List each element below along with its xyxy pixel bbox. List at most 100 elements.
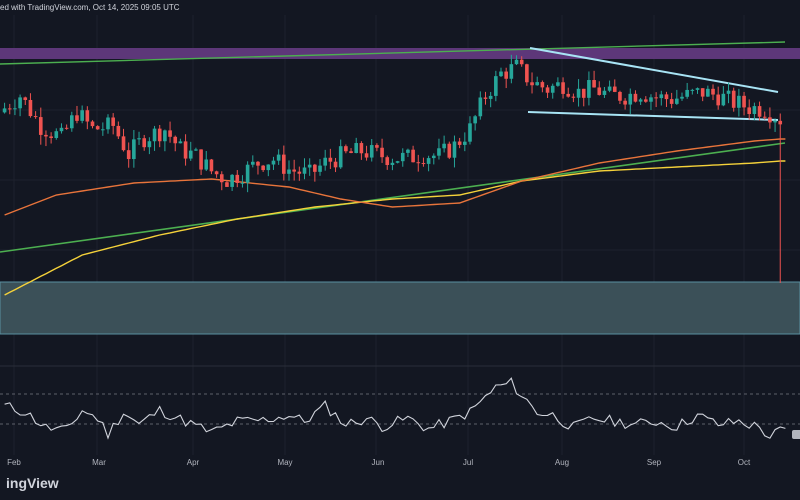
candle [106,114,110,134]
candle [457,137,462,149]
candle [742,91,746,116]
candle [54,128,59,140]
candle [173,135,178,152]
candle [762,111,767,120]
candle [44,130,48,147]
candle [225,180,229,187]
candle [271,156,276,170]
candle [690,88,695,95]
candle [245,161,250,193]
candle [240,175,245,188]
candle [364,145,369,161]
candle [535,76,540,86]
candle [747,99,752,120]
candle [375,143,379,152]
candle [514,55,519,66]
candle [163,129,167,152]
candle [287,160,291,181]
candle [757,101,762,121]
candle [2,102,7,114]
candle [411,145,415,163]
tradingview-logo[interactable]: ingView [6,475,59,491]
candle [266,164,271,177]
candle [28,93,33,118]
candle [421,157,426,167]
resistance-zone [0,48,800,59]
x-axis-label: May [277,458,292,467]
candle [483,91,488,105]
candle [669,92,674,109]
candle [499,67,503,78]
candle [199,149,203,175]
candle [380,138,384,163]
candle [431,153,436,165]
candle [194,147,198,151]
candle [282,145,286,181]
x-axis-label: Feb [7,458,21,467]
candle [628,88,633,115]
candle [597,81,602,96]
candle [338,139,343,169]
candle [297,166,302,181]
candle [152,125,157,151]
trendline-long-upper [0,41,786,65]
rsi-value-tag [792,430,800,439]
candle [349,148,353,154]
candle [752,102,757,121]
candle [659,90,664,106]
candle [680,92,684,101]
price-chart[interactable]: Feb Mar Apr May Jun Jul Aug Sep Oct [0,0,800,470]
candle [13,99,17,116]
wedge-upper-line [529,47,779,93]
footer-bar [0,470,800,500]
candle [721,86,726,107]
candle [219,171,224,191]
x-axis-label: Apr [187,458,200,467]
candle [230,173,234,191]
candle [69,111,74,132]
rsi-line [4,377,786,440]
candle [462,132,467,152]
candle [633,90,638,103]
candle [137,131,141,145]
candle [473,114,477,131]
candle [359,141,364,160]
candle [478,91,483,120]
candle [664,91,669,107]
candle [550,83,555,99]
candle [618,90,622,105]
candle [426,155,431,172]
candle [468,116,472,145]
candle [33,111,38,119]
ma-orange-line [4,138,786,216]
candle [452,135,457,168]
candle [256,161,260,175]
candle [49,132,53,144]
candle [276,149,281,165]
candle [400,148,405,167]
candle [111,113,115,135]
support-zone [0,281,800,335]
candle [302,158,307,180]
candle [59,123,64,134]
candle [101,122,105,136]
candle [390,158,395,171]
candle [649,94,653,110]
candle [183,134,188,166]
candle [90,120,95,129]
candle [235,170,240,188]
candle [773,118,777,132]
candle [354,137,359,154]
x-axis-label: Sep [647,458,662,467]
candles [2,54,783,283]
candle [126,142,131,168]
candle [638,97,643,105]
candle [695,87,700,94]
candle [525,63,529,86]
candle [168,121,172,143]
candle [416,154,421,172]
candle [395,160,400,164]
candle [204,150,209,172]
candle [581,88,586,107]
candle [7,103,12,115]
